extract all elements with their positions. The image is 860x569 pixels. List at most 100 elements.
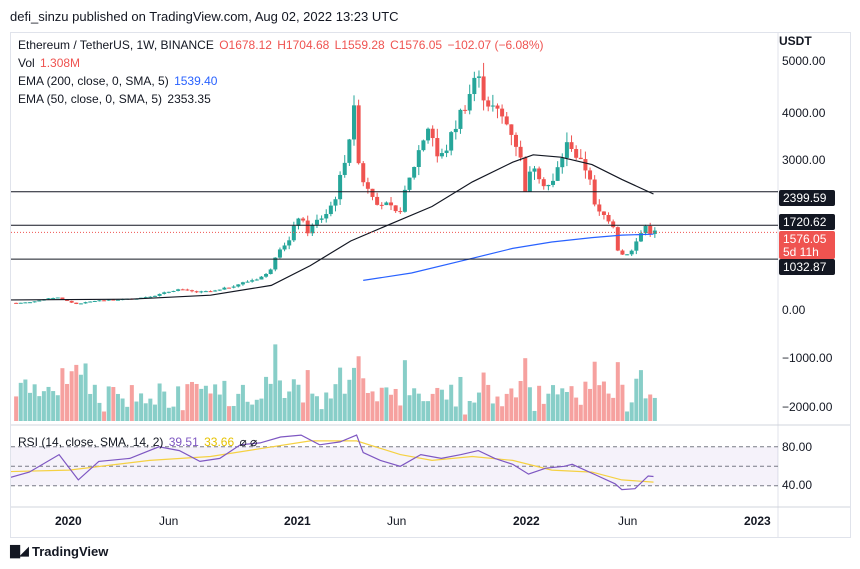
volume-bar <box>254 399 259 421</box>
candle-body <box>171 290 176 292</box>
volume-bar <box>37 396 42 421</box>
candle-body <box>74 302 79 305</box>
candle <box>356 99 361 165</box>
volume-bar <box>324 392 329 421</box>
volume-bar <box>652 397 657 421</box>
volume-bar <box>74 364 79 421</box>
candle <box>634 237 639 255</box>
candle-body <box>324 214 329 219</box>
volume-bar <box>523 358 528 421</box>
tradingview-logo-text: TradingView <box>32 543 109 559</box>
candle <box>51 297 56 300</box>
chart-frame[interactable]: 5000.00 4000.00 3000.00 0.00 −1000.00 −2000.0… <box>10 32 851 538</box>
candle <box>32 301 37 303</box>
currency-label[interactable]: USDT <box>779 34 812 48</box>
volume-bar <box>574 397 579 421</box>
open-value: O1678.12 <box>219 38 272 52</box>
candle <box>435 128 440 163</box>
candle <box>333 196 338 212</box>
candle-body <box>23 302 28 304</box>
candle <box>23 302 28 304</box>
candle <box>143 296 148 299</box>
volume-bar <box>398 405 403 421</box>
volume-bar <box>32 384 37 421</box>
volume-bar <box>301 402 306 421</box>
candle-body <box>166 291 171 293</box>
volume-bar <box>555 394 560 421</box>
candle-body <box>106 299 111 301</box>
candle <box>277 247 282 259</box>
candle-body <box>69 300 74 303</box>
volume-bar <box>444 399 449 421</box>
candle-body <box>222 287 227 290</box>
rsi-label[interactable]: RSI (14, close, SMA, 14, 2) <box>18 435 164 449</box>
candle <box>268 268 273 275</box>
candle-body <box>88 301 93 303</box>
ema200-line <box>363 233 654 281</box>
candle <box>245 280 250 283</box>
candle-body <box>46 298 51 300</box>
volume-bar <box>551 385 556 421</box>
volume-bar <box>60 368 65 421</box>
volume-bar <box>402 360 407 421</box>
volume-label[interactable]: Vol <box>18 56 35 70</box>
candle-body <box>444 150 449 154</box>
volume-bar <box>541 403 546 421</box>
chart-canvas[interactable]: 5000.00 4000.00 3000.00 0.00 −1000.00 −2000.0… <box>11 33 850 537</box>
tradingview-logo[interactable]: ▇◢ TradingView <box>10 543 108 559</box>
candle <box>347 138 352 166</box>
price-scale-label: 4000.00 <box>782 106 826 120</box>
candle <box>523 156 528 192</box>
volume-bar <box>351 367 356 421</box>
candle-body <box>314 219 319 225</box>
price-tag: 1032.87 <box>779 259 835 275</box>
candle-body <box>569 142 574 150</box>
candle-body <box>319 218 324 220</box>
candle <box>620 249 625 255</box>
candle <box>495 103 500 119</box>
time-axis-label: 2021 <box>284 514 311 528</box>
candle <box>532 165 537 180</box>
candle <box>444 144 449 158</box>
candle <box>162 291 167 295</box>
price-tag-value: 1032.87 <box>783 260 827 274</box>
volume-bar <box>435 387 440 421</box>
volume-bar <box>393 388 398 421</box>
candle <box>486 96 491 112</box>
price-tag-value: 2399.59 <box>783 191 827 205</box>
candle <box>606 212 611 224</box>
candle <box>351 95 356 146</box>
time-axis-label: 2023 <box>744 514 771 528</box>
volume-bar <box>569 386 574 421</box>
rsi-settings-icons[interactable]: ⌀ ⌀ <box>239 435 258 449</box>
volume-bar <box>620 384 625 421</box>
ema50-label[interactable]: EMA (50, close, 0, SMA, 5) <box>18 92 163 106</box>
candle-body <box>152 295 157 297</box>
volume-bar <box>634 378 639 421</box>
candle-body <box>231 286 236 288</box>
volume-bar <box>83 363 88 421</box>
candle <box>412 166 417 180</box>
candle-body <box>264 274 269 277</box>
candle <box>240 281 245 286</box>
ema200-label[interactable]: EMA (200, close, 0, SMA, 5) <box>18 74 169 88</box>
candle-body <box>541 179 546 187</box>
volume-bar <box>513 397 518 421</box>
candle <box>217 289 222 291</box>
candle <box>231 285 236 289</box>
candle-body <box>190 290 195 292</box>
price-tag-value: 1576.05 <box>783 232 827 246</box>
volume-bar <box>111 387 116 421</box>
candle-body <box>365 182 370 189</box>
candle <box>588 167 593 186</box>
volume-bar <box>222 380 227 421</box>
candle <box>319 215 324 223</box>
candle-body <box>430 128 435 139</box>
volume-bar <box>597 385 602 421</box>
time-axis-label: 2020 <box>55 514 82 528</box>
candle-body <box>60 297 65 300</box>
symbol-title[interactable]: Ethereum / TetherUS, 1W, BINANCE <box>18 38 214 52</box>
candle <box>222 286 227 290</box>
candle <box>301 217 306 223</box>
candle-body <box>185 289 190 291</box>
